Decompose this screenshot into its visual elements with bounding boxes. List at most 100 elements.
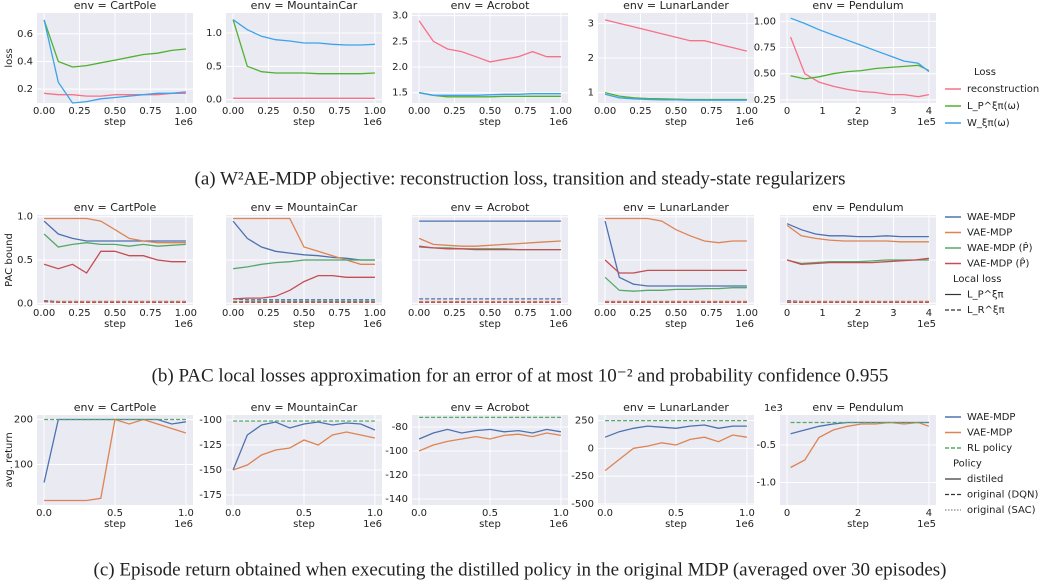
series-line <box>232 19 375 75</box>
y-tick-label: 0 <box>588 443 594 454</box>
legend-label: reconstruction <box>967 84 1039 95</box>
legend-label: L_P^ξπ(ω) <box>967 101 1020 112</box>
x-offset: 1e6 <box>735 519 754 530</box>
y-tick-label: 1.0 <box>17 212 33 223</box>
x-tick-label: 0.0 <box>411 508 427 519</box>
legend-label: VAE-MDP (P̂) <box>967 257 1029 270</box>
series-line <box>786 257 929 265</box>
legend-label: VAE-MDP <box>967 428 1012 439</box>
series-line <box>604 19 748 52</box>
series-line <box>604 259 747 274</box>
x-tick-label: 1 <box>819 106 825 117</box>
y-tick-label: 0.5 <box>206 61 222 72</box>
series-line <box>43 233 186 248</box>
caption: (b) PAC local losses approximation for a… <box>152 365 889 386</box>
chart-title: env = Acrobot <box>451 0 531 12</box>
legend-label: RL policy <box>967 443 1012 454</box>
x-tick-label: 0.00 <box>33 106 55 117</box>
series-line <box>790 421 930 469</box>
series-line <box>790 17 930 73</box>
series-line <box>233 259 375 270</box>
x-offset: 1e5 <box>917 319 936 330</box>
x-tick-label: 0.5 <box>668 508 684 519</box>
legend-label: original (DQN) <box>967 490 1039 501</box>
y-tick-label: -150 <box>199 465 222 476</box>
series-line <box>233 274 375 300</box>
x-tick-label: 0.5 <box>482 508 498 519</box>
y-tick-label: 2.5 <box>392 36 408 47</box>
x-offset: 1e5 <box>917 117 936 128</box>
x-tick-label: 0.75 <box>328 308 350 319</box>
x-tick-label: 1.00 <box>364 308 386 319</box>
series-line <box>43 250 186 274</box>
x-axis-label: step <box>104 519 126 530</box>
x-tick-label: 0.50 <box>293 106 315 117</box>
y-tick-label: -0.5 <box>756 440 776 451</box>
x-axis-label: step <box>104 117 126 128</box>
series-line <box>232 19 375 46</box>
x-tick-label: 4 <box>926 106 932 117</box>
x-axis-label: step <box>665 117 687 128</box>
x-tick-label: 1.0 <box>178 508 194 519</box>
x-tick-label: 0.75 <box>700 106 722 117</box>
x-tick-label: 2 <box>855 106 861 117</box>
x-axis-label: step <box>847 319 869 330</box>
y-tick-label: 0.0 <box>206 95 222 106</box>
x-axis-label: step <box>479 319 501 330</box>
x-axis-label: step <box>104 319 126 330</box>
y-axis-label: PAC bound <box>4 233 15 287</box>
chart-title: env = Acrobot <box>451 201 531 214</box>
x-tick-label: 0.75 <box>700 308 722 319</box>
y-tick-label: -250 <box>571 471 594 482</box>
series-line <box>786 224 929 243</box>
x-offset: 1e6 <box>549 519 568 530</box>
legend-label: L_P^ξπ <box>967 290 1004 301</box>
y-tick-label: 250 <box>575 416 594 427</box>
chart-title: env = CartPole <box>74 401 157 414</box>
y-tick-label: -175 <box>199 490 222 501</box>
chart-title: env = LunarLander <box>623 401 729 414</box>
chart-title: env = LunarLander <box>623 0 729 12</box>
x-offset: 1e6 <box>363 519 382 530</box>
x-tick-label: 0.5 <box>296 508 312 519</box>
series-line <box>605 217 747 244</box>
chart-title: env = LunarLander <box>623 201 729 214</box>
y-tick-label: 0.4 <box>17 56 33 67</box>
y-tick-label: -80 <box>392 422 408 433</box>
x-axis-label: step <box>847 519 869 530</box>
series-line <box>790 421 929 435</box>
x-tick-label: 0.0 <box>597 508 613 519</box>
series-line <box>43 220 186 242</box>
legend-label: VAE-MDP <box>967 228 1012 239</box>
x-offset: 1e6 <box>174 117 193 128</box>
x-offset: 1e5 <box>917 519 936 530</box>
y-tick-label: 0.0 <box>17 298 33 309</box>
chart-title: env = Pendulum <box>812 401 903 414</box>
x-tick-label: 3 <box>890 106 896 117</box>
x-offset: 1e6 <box>549 117 568 128</box>
x-tick-label: 0.00 <box>222 106 244 117</box>
x-tick-label: 1.00 <box>550 308 572 319</box>
series-line <box>604 91 747 101</box>
series-line <box>418 92 561 96</box>
series-line <box>232 220 375 261</box>
x-tick-label: 0.25 <box>629 308 651 319</box>
y-tick-label: 1 <box>588 88 594 99</box>
series-line <box>604 434 747 472</box>
x-tick-label: 0.25 <box>257 308 279 319</box>
x-tick-label: 0 <box>784 308 790 319</box>
y-tick-label: 0.75 <box>754 43 776 54</box>
y-tick-label: 2 <box>588 53 594 64</box>
x-tick-label: 4 <box>926 308 932 319</box>
x-tick-label: 0.00 <box>33 308 55 319</box>
x-tick-label: 1.0 <box>367 508 383 519</box>
x-tick-label: 3 <box>890 308 896 319</box>
x-offset: 1e6 <box>174 519 193 530</box>
series-line <box>604 93 747 101</box>
y-offset: 1e3 <box>764 403 783 414</box>
x-tick-label: 1.0 <box>553 508 569 519</box>
x-tick-label: 0.00 <box>408 106 430 117</box>
y-tick-label: -100 <box>199 415 222 426</box>
y-tick-label: 1.5 <box>392 88 408 99</box>
series-line <box>604 220 747 287</box>
